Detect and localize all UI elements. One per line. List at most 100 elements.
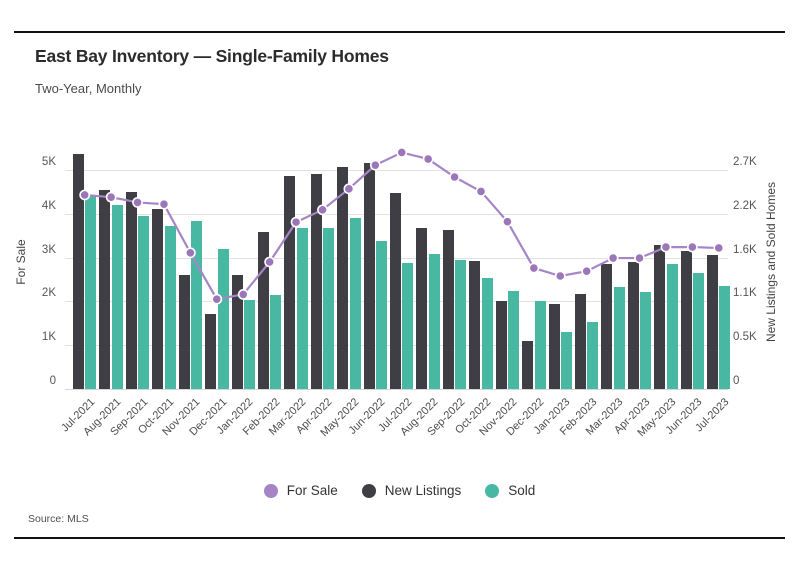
- bar-new-listings: [284, 176, 296, 389]
- bar-sold: [349, 217, 361, 389]
- bar-new-listings: [442, 230, 454, 389]
- legend-item-for-sale: For Sale: [263, 483, 338, 498]
- for-sale-point: [607, 252, 619, 264]
- bar-sold: [640, 292, 652, 389]
- for-sale-point: [422, 153, 434, 165]
- legend-label: New Listings: [384, 483, 462, 498]
- bar-new-listings: [363, 162, 375, 389]
- for-sale-point: [634, 252, 645, 264]
- for-sale-point: [105, 191, 117, 203]
- for-sale-point: [475, 186, 487, 197]
- for-sale-point: [369, 159, 381, 171]
- for-sale-point: [660, 241, 672, 253]
- for-sale-line: [84, 151, 719, 301]
- for-sale-point: [211, 293, 223, 305]
- bar-sold: [85, 195, 97, 389]
- right-axis-title: New Listings and Sold Homes: [764, 181, 778, 343]
- for-sale-point: [581, 265, 593, 277]
- for-sale-point: [396, 147, 408, 158]
- bar-sold: [138, 216, 150, 389]
- bar-sold: [164, 225, 176, 389]
- left-axis-tick: 3K: [41, 243, 56, 256]
- bar-sold: [402, 263, 414, 389]
- bar-new-listings: [654, 245, 666, 389]
- legend-label: For Sale: [286, 483, 338, 498]
- top-divider: [14, 31, 785, 33]
- bottom-divider: [14, 537, 785, 539]
- left-axis-tick: 0: [49, 375, 56, 387]
- bar-new-listings: [125, 191, 137, 389]
- for-sale-point: [686, 241, 698, 253]
- bar-new-listings: [337, 166, 349, 389]
- bar-sold: [217, 249, 229, 389]
- bar-new-listings: [99, 190, 111, 389]
- bar-sold: [191, 221, 203, 389]
- bar-new-listings: [231, 274, 243, 389]
- bar-new-listings: [390, 192, 402, 389]
- gridline: [65, 389, 728, 390]
- bar-new-listings: [627, 261, 639, 389]
- bar-new-listings: [73, 153, 84, 389]
- right-axis-tick: 1.1K: [733, 287, 757, 300]
- for-sale-point: [184, 247, 196, 259]
- bar-sold: [296, 227, 308, 389]
- bar-sold: [693, 273, 705, 389]
- for-sale-swatch-icon: [263, 483, 278, 498]
- for-sale-point: [79, 189, 91, 201]
- bar-new-listings: [310, 174, 322, 389]
- bar-new-listings: [205, 313, 217, 389]
- for-sale-point: [132, 197, 143, 208]
- bar-new-listings: [152, 208, 164, 389]
- chart-title: East Bay Inventory — Single-Family Homes: [35, 46, 389, 66]
- bar-sold: [587, 321, 599, 389]
- legend: For Sale New Listings Sold: [0, 483, 799, 498]
- bar-sold: [719, 285, 731, 389]
- bar-sold: [270, 294, 282, 389]
- left-axis-tick: 1K: [41, 331, 56, 344]
- bar-sold: [534, 301, 546, 389]
- bar-sold: [376, 240, 388, 389]
- bar-new-listings: [469, 260, 481, 389]
- right-axis-tick: 0.5K: [733, 331, 757, 344]
- bar-new-listings: [574, 294, 586, 389]
- bar-new-listings: [178, 275, 190, 389]
- bar-new-listings: [257, 232, 269, 389]
- bar-sold: [323, 227, 335, 389]
- bar-sold: [428, 254, 440, 389]
- bar-sold: [455, 260, 467, 389]
- left-axis-title: For Sale: [14, 239, 28, 285]
- legend-item-new-listings: New Listings: [361, 483, 462, 498]
- bar-sold: [243, 299, 255, 389]
- gridline: [65, 170, 728, 171]
- for-sale-point: [528, 262, 540, 274]
- bar-new-listings: [548, 303, 560, 389]
- source-note: Source: MLS: [28, 513, 89, 525]
- for-sale-point: [317, 204, 328, 216]
- bar-sold: [508, 290, 520, 389]
- sold-swatch-icon: [485, 483, 500, 498]
- for-sale-point: [158, 198, 170, 210]
- bar-new-listings: [495, 301, 507, 389]
- chart-subtitle: Two-Year, Monthly: [35, 81, 142, 96]
- right-axis-tick: 2.2K: [733, 199, 757, 212]
- for-sale-point: [554, 270, 566, 282]
- for-sale-point: [713, 242, 725, 254]
- bar-new-listings: [601, 264, 613, 389]
- left-axis-tick: 5K: [41, 156, 56, 168]
- left-axis-tick: 2K: [41, 287, 56, 300]
- bar-sold: [666, 264, 678, 389]
- bar-new-listings: [522, 341, 534, 389]
- right-axis-tick: 2.7K: [733, 156, 757, 168]
- right-axis-tick: 1.6K: [733, 243, 757, 256]
- bar-new-listings: [680, 251, 692, 389]
- bar-new-listings: [707, 255, 719, 389]
- bar-new-listings: [416, 227, 428, 389]
- legend-label: Sold: [508, 483, 536, 498]
- for-sale-point: [502, 216, 513, 228]
- for-sale-point: [449, 171, 460, 183]
- new-listings-swatch-icon: [361, 483, 376, 498]
- bar-sold: [560, 332, 572, 389]
- for-sale-point: [237, 288, 249, 300]
